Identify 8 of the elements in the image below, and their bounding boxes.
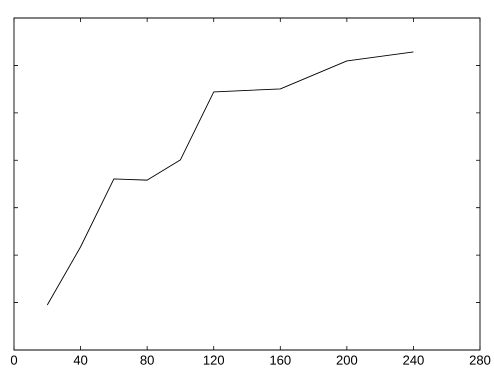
x-tick-label: 0 xyxy=(10,356,18,365)
x-tick-label: 160 xyxy=(270,356,291,365)
x-tick-label: 40 xyxy=(74,356,88,365)
x-tick-label: 240 xyxy=(403,356,424,365)
x-tick-label: 280 xyxy=(470,356,490,365)
x-tick-label: 80 xyxy=(140,356,154,365)
x-tick-label: 200 xyxy=(336,356,358,365)
x-tick-label: 120 xyxy=(204,356,224,365)
